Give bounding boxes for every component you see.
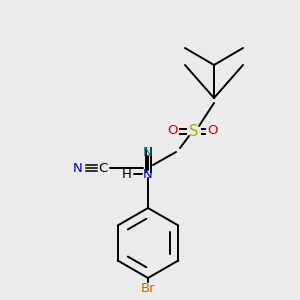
Text: N: N (143, 146, 153, 158)
Text: O: O (208, 124, 218, 137)
Text: C: C (98, 161, 108, 175)
Text: Br: Br (141, 281, 155, 295)
Text: H: H (122, 167, 132, 181)
Text: N: N (143, 167, 153, 181)
Text: S: S (189, 124, 199, 139)
Text: N: N (73, 161, 83, 175)
Text: O: O (167, 124, 177, 137)
